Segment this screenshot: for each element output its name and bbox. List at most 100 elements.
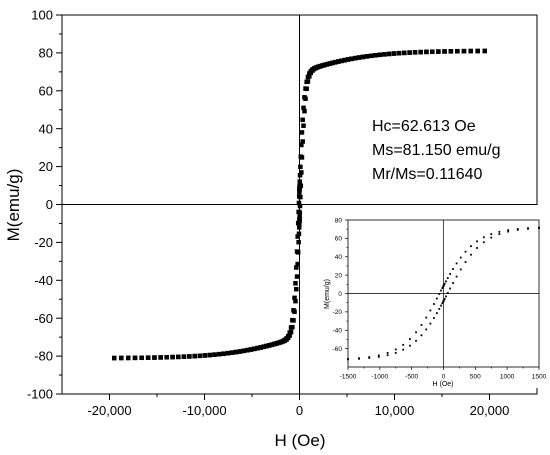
data-point bbox=[252, 346, 257, 352]
data-point bbox=[349, 56, 354, 62]
data-point bbox=[324, 62, 330, 67]
data-point bbox=[360, 54, 366, 60]
data-point bbox=[297, 217, 302, 222]
data-point bbox=[292, 309, 297, 314]
inset-data-point bbox=[476, 240, 478, 243]
inset-x-tick-label: 1000 bbox=[500, 374, 515, 381]
inset-x-tick-label: 0 bbox=[442, 374, 446, 381]
inset-data-point bbox=[429, 309, 432, 312]
inset-data-point bbox=[435, 297, 438, 300]
inset-data-point bbox=[470, 253, 472, 256]
data-point bbox=[285, 335, 291, 341]
inset-data-point bbox=[441, 287, 444, 290]
data-point bbox=[396, 50, 402, 56]
y-tick-label: -40 bbox=[34, 273, 53, 288]
data-point bbox=[418, 49, 423, 55]
y-tick-label: 60 bbox=[39, 83, 53, 98]
inset-data-point bbox=[368, 356, 371, 358]
data-point bbox=[327, 61, 332, 67]
data-point bbox=[294, 274, 300, 279]
data-point bbox=[125, 355, 131, 361]
data-point bbox=[297, 220, 302, 226]
inset-axes: -1500 -1000 -500 0 500 1000 1500 -60 -40 -20 0 20 40… bbox=[333, 217, 547, 380]
data-point bbox=[181, 354, 187, 359]
inset-data-point bbox=[435, 312, 438, 314]
data-point bbox=[296, 225, 302, 230]
y-tick-label: -80 bbox=[34, 349, 53, 364]
data-point bbox=[322, 62, 327, 68]
data-point bbox=[112, 355, 117, 361]
data-point bbox=[475, 48, 480, 54]
data-point bbox=[298, 164, 303, 170]
x-axis-title: H (Oe) bbox=[275, 431, 326, 450]
data-point bbox=[291, 318, 296, 323]
inset-chart: -1500 -1000 -500 0 500 1000 1500 -60 -40 -20 0 20 40… bbox=[317, 205, 547, 388]
inset-data-point bbox=[429, 322, 432, 325]
inset-data-point bbox=[347, 358, 349, 361]
data-point bbox=[139, 355, 144, 361]
inset-data-point bbox=[482, 236, 485, 239]
y-tick-label: 0 bbox=[46, 197, 53, 212]
data-point bbox=[298, 194, 303, 200]
data-point bbox=[292, 295, 297, 301]
x-tick-label: 20,000 bbox=[470, 403, 510, 418]
data-point bbox=[264, 343, 269, 349]
inset-data-point bbox=[449, 287, 452, 290]
data-point bbox=[442, 49, 447, 54]
inset-y-tick-label: -60 bbox=[333, 346, 343, 353]
inset-data-point bbox=[358, 357, 360, 360]
data-point bbox=[269, 342, 275, 348]
inset-data-points bbox=[347, 226, 540, 361]
data-point bbox=[295, 250, 301, 255]
inset-data-point bbox=[438, 307, 441, 310]
inset-data-point bbox=[527, 227, 529, 230]
inset-data-point bbox=[386, 354, 389, 357]
inset-data-point bbox=[438, 293, 441, 295]
inset-data-point bbox=[415, 339, 417, 342]
inset-data-point bbox=[455, 275, 458, 278]
data-point bbox=[364, 54, 370, 59]
data-point bbox=[336, 59, 341, 64]
data-point bbox=[255, 346, 260, 351]
inset-data-point bbox=[476, 247, 478, 249]
data-point bbox=[482, 48, 487, 54]
data-point bbox=[412, 50, 418, 55]
inset-data-point bbox=[394, 348, 397, 351]
inset-y-tick-label: 80 bbox=[335, 217, 343, 224]
data-point bbox=[300, 139, 305, 144]
data-point bbox=[288, 329, 294, 335]
inset-data-point bbox=[433, 317, 435, 319]
inset-data-point bbox=[490, 236, 493, 239]
data-point bbox=[258, 345, 263, 350]
inset-background bbox=[317, 205, 541, 388]
inset-data-point bbox=[409, 338, 411, 340]
data-point bbox=[386, 51, 392, 57]
inset-data-point bbox=[498, 233, 501, 235]
data-point bbox=[187, 354, 192, 359]
inset-data-point bbox=[446, 277, 449, 280]
inset-x-tick-label: -1500 bbox=[340, 374, 357, 381]
data-point bbox=[297, 189, 302, 195]
data-point bbox=[229, 350, 235, 355]
data-point bbox=[290, 324, 295, 330]
annotation-hc: Hc=62.613 Oe bbox=[372, 118, 476, 135]
inset-data-point bbox=[446, 292, 449, 294]
data-point bbox=[132, 355, 138, 361]
inset-data-point bbox=[442, 299, 445, 302]
data-point bbox=[293, 281, 298, 286]
inset-x-tick-label: -500 bbox=[405, 374, 418, 381]
annotation-ms: Ms=81.150 emu/g bbox=[372, 142, 501, 159]
y-axis-title: M(emu/g) bbox=[4, 169, 23, 242]
data-point bbox=[308, 70, 314, 76]
inset-data-point bbox=[445, 295, 447, 298]
inset-data-point bbox=[402, 343, 405, 346]
inset-data-point bbox=[445, 280, 447, 283]
data-point bbox=[145, 355, 151, 360]
inset-data-point bbox=[420, 324, 423, 326]
data-point bbox=[448, 49, 454, 54]
data-point bbox=[305, 79, 311, 84]
data-point bbox=[430, 49, 435, 54]
inset-data-point bbox=[425, 316, 428, 319]
inset-y-axis-title: M(emu/g) bbox=[324, 279, 331, 309]
